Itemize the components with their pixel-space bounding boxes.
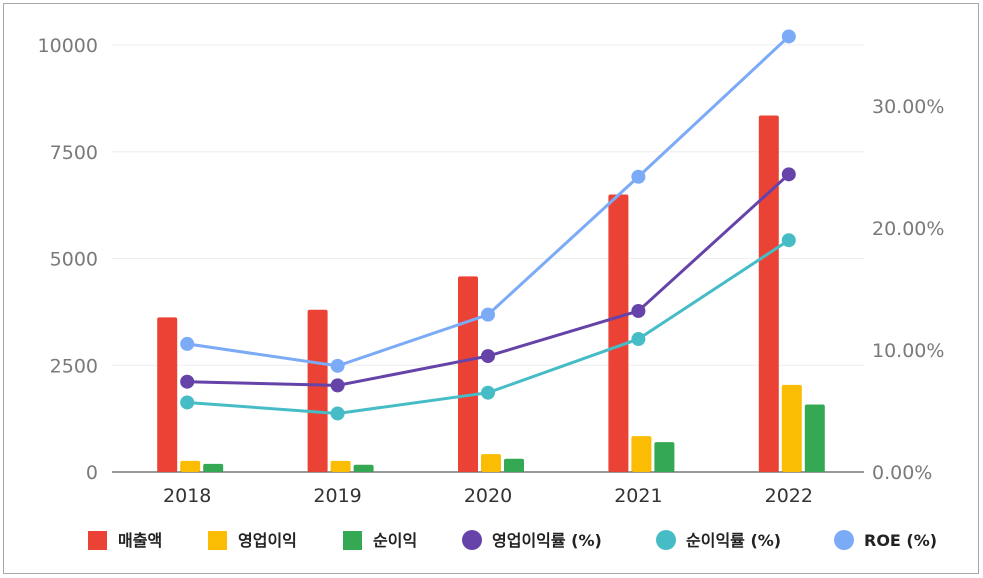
legend-marker — [656, 530, 676, 550]
legend-marker — [462, 530, 482, 550]
bars — [157, 115, 825, 472]
left-tick-label: 0 — [86, 462, 98, 484]
x-tick-label: 2022 — [765, 485, 813, 507]
line-point — [180, 395, 195, 410]
left-tick-label: 2500 — [50, 355, 98, 377]
left-tick-label: 5000 — [50, 249, 98, 271]
bar-net-profit — [504, 458, 524, 472]
x-tick-label: 2018 — [163, 485, 211, 507]
line-point — [781, 233, 796, 248]
line-point — [330, 406, 345, 421]
legend-label: 순이익 — [373, 531, 417, 550]
line-point — [781, 29, 796, 44]
line-point — [631, 169, 646, 184]
bar-revenue — [307, 309, 328, 472]
legend-label: 영업이익 — [238, 531, 297, 550]
bar-operating-profit — [180, 460, 201, 472]
bar-revenue — [608, 194, 629, 472]
bar-net-profit — [654, 442, 675, 472]
left-tick-label: 7500 — [50, 142, 98, 164]
line-point — [481, 385, 495, 400]
legend-label: 순이익률 (%) — [686, 531, 781, 550]
bar-operating-profit — [481, 454, 501, 472]
left-axis-ticks: 0 2500 5000 7500 10000 — [38, 35, 98, 484]
bar-net-profit — [203, 463, 224, 472]
right-axis-ticks: 0.00% 10.00% 20.00% 30.00% — [872, 96, 944, 484]
legend: 매출액 영업이익 순이익 영업이익률 (%) 순이익률 (%) ROE (%) — [88, 530, 937, 550]
bar-revenue — [157, 317, 178, 472]
chart-frame: 0 2500 5000 7500 10000 0.00% 10.00% 20.00% 30.0… — [3, 3, 979, 574]
line-point — [631, 303, 646, 318]
x-tick-label: 2021 — [614, 485, 662, 507]
bar-operating-profit — [631, 436, 652, 472]
line-point — [631, 332, 646, 347]
x-tick-label: 2019 — [313, 485, 361, 507]
legend-marker — [88, 531, 107, 550]
legend-label: 매출액 — [118, 531, 162, 550]
gridlines — [112, 44, 864, 473]
legend-marker — [343, 531, 362, 550]
right-tick-label: 20.00% — [872, 218, 944, 240]
line-point — [180, 336, 195, 351]
legend-marker — [834, 530, 854, 550]
x-axis-ticks: 2018 2019 2020 2021 2022 — [163, 485, 813, 507]
line-point — [781, 167, 796, 182]
left-tick-label: 10000 — [38, 35, 98, 57]
legend-label: ROE (%) — [864, 531, 937, 550]
x-tick-label: 2020 — [464, 485, 512, 507]
line-point — [330, 358, 345, 373]
lines — [180, 29, 796, 421]
right-tick-label: 10.00% — [872, 340, 944, 362]
bar-revenue — [458, 276, 478, 472]
line-point — [481, 349, 495, 364]
bar-net-profit — [804, 404, 825, 472]
legend-marker — [208, 531, 227, 550]
right-tick-label: 30.00% — [872, 96, 944, 118]
bar-net-profit — [353, 464, 374, 472]
line-point — [481, 307, 495, 322]
line-point — [180, 374, 195, 389]
line-point — [330, 378, 345, 393]
bar-revenue — [758, 115, 779, 472]
bar-operating-profit — [781, 384, 802, 472]
bar-operating-profit — [330, 460, 351, 472]
right-tick-label: 0.00% — [872, 462, 932, 484]
legend-label: 영업이익률 (%) — [492, 531, 602, 550]
combo-chart: 0 2500 5000 7500 10000 0.00% 10.00% 20.00% 30.0… — [38, 29, 944, 550]
